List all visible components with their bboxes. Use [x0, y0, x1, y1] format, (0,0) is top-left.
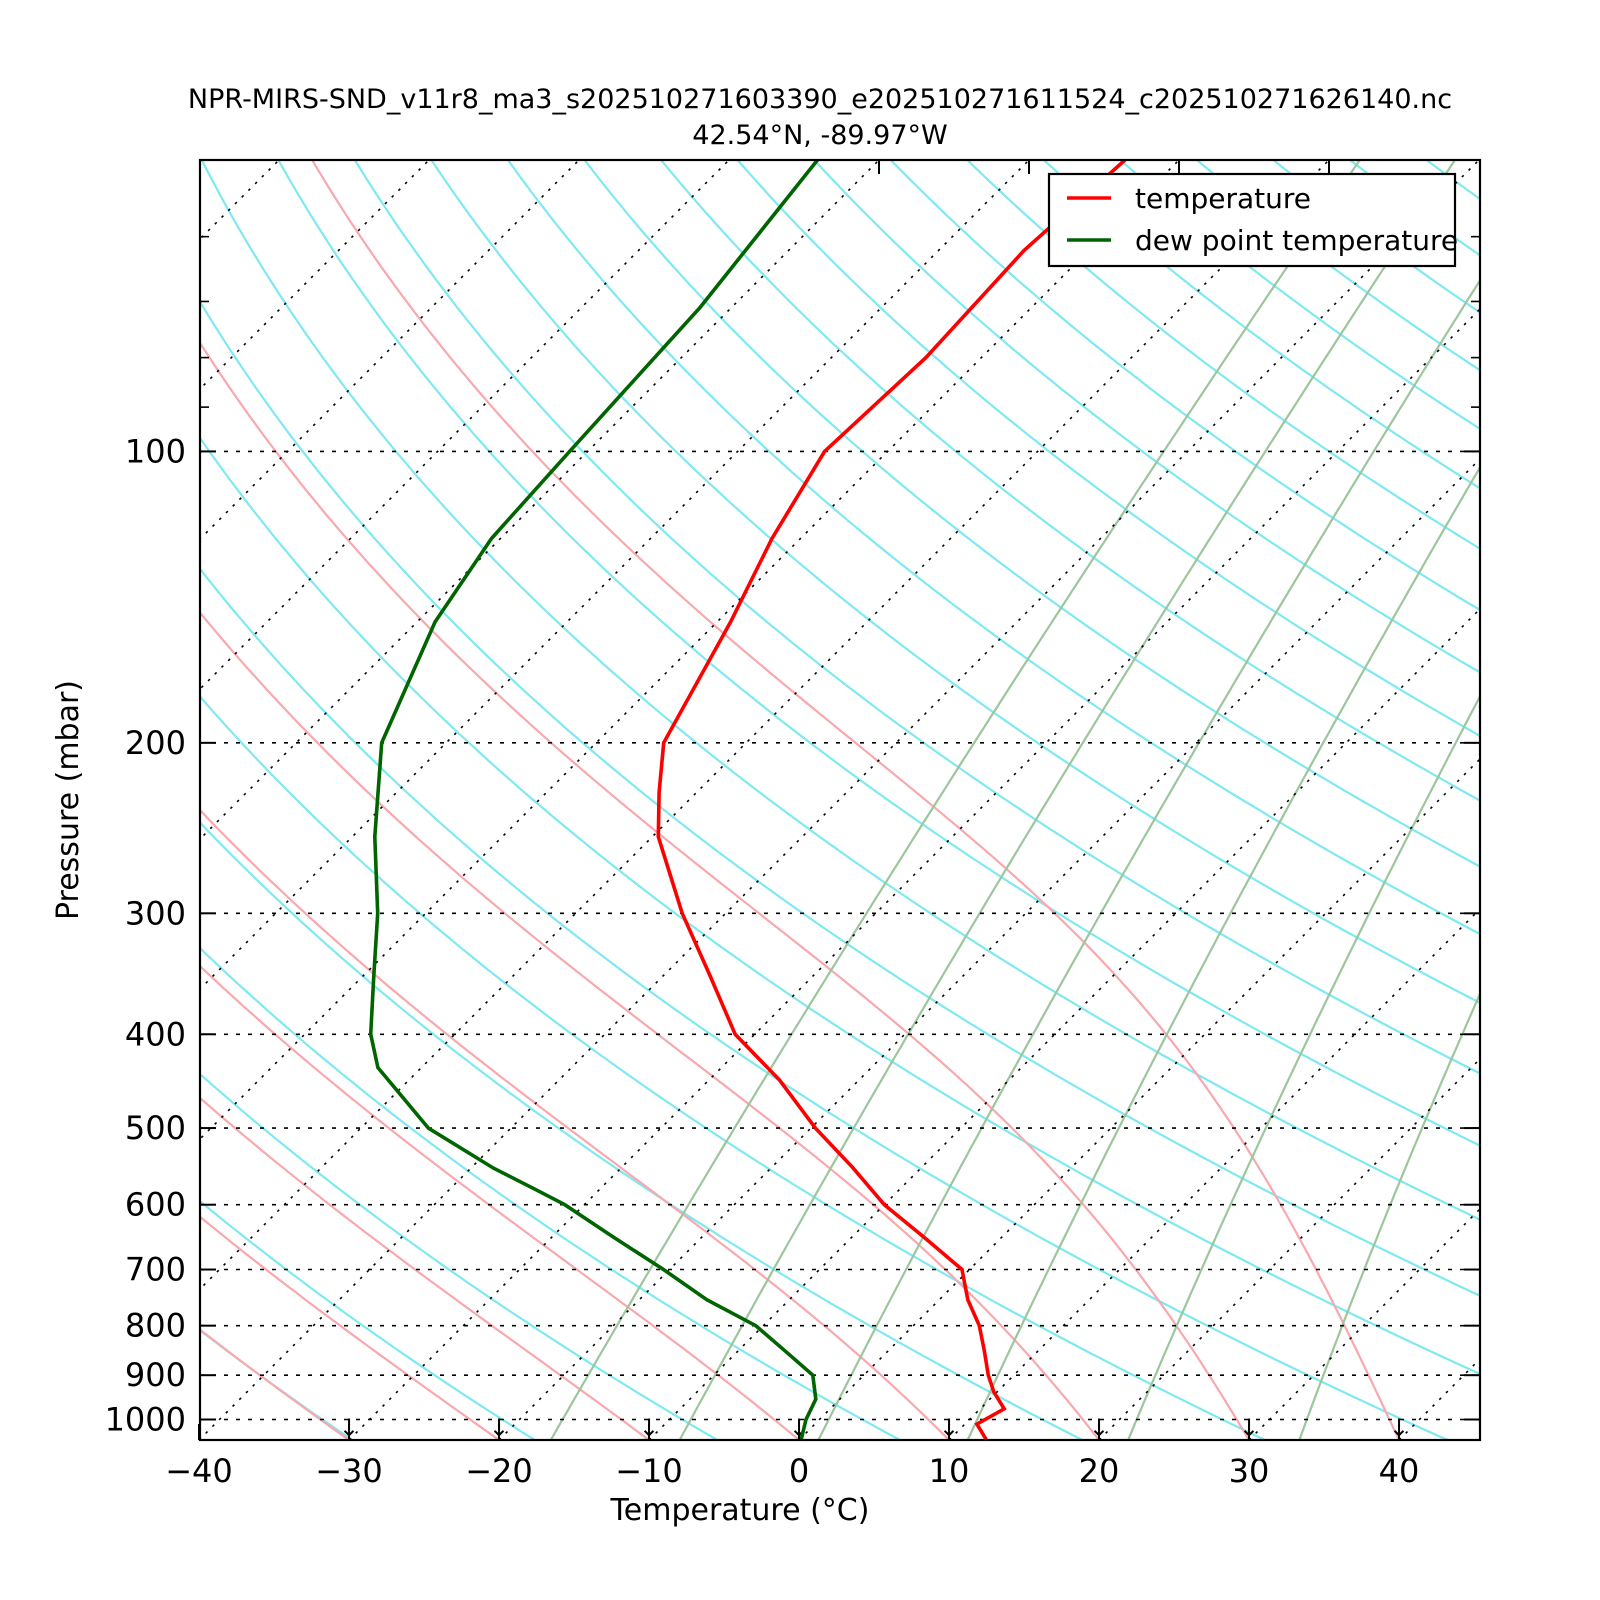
moist-adiabat-line [200, 1215, 500, 1440]
dry-adiabat-line [200, 1072, 718, 1440]
dry-adiabat-line [200, 946, 901, 1440]
x-tick-label: 40 [1379, 1452, 1420, 1490]
y-tick-label: 900 [125, 1356, 186, 1394]
y-tick-label: 300 [125, 894, 186, 932]
legend-box [1047, 172, 1457, 268]
isotherm-line [200, 160, 1030, 991]
isotherm-line [200, 160, 730, 691]
plot-area: ↓ ↓ ↓ ↓ ↓ ↓ ↓ ↓ [0, 160, 1480, 1440]
dry-adiabat-line [277, 160, 1480, 1147]
x-tick-label: −20 [465, 1452, 533, 1490]
dry-adiabat-line [736, 160, 1480, 738]
figure-subtitle: 42.54°N, -89.97°W [692, 120, 948, 151]
isotherm-line [1398, 1357, 1480, 1440]
y-tick-label: 400 [125, 1015, 186, 1053]
dry-adiabat-line [1119, 160, 1480, 431]
dry-adiabat-line [1349, 160, 1480, 257]
mixing-ratio-line [1298, 991, 1480, 1440]
dry-adiabat-line [1043, 160, 1480, 490]
mixing-ratio-line [817, 278, 1480, 1440]
legend-item-label: dew point temperature [1135, 224, 1458, 257]
x-tick-label: −40 [165, 1452, 233, 1490]
isotherm-line [200, 160, 880, 841]
y-tick-label: 1000 [105, 1400, 186, 1438]
isotherm-line [200, 160, 1330, 1291]
dewpoint-curve [368, 160, 819, 1440]
y-tick-label: 100 [125, 432, 186, 470]
dry-adiabat-line [966, 160, 1480, 550]
dry-adiabat-line [660, 160, 1480, 802]
dry-adiabat-line [1272, 160, 1480, 314]
x-tick-label: 10 [929, 1452, 970, 1490]
isotherm-line [1248, 1207, 1480, 1440]
dry-adiabat-line [353, 160, 1480, 1075]
moist-adiabat-line [0, 160, 49, 1440]
dry-adiabat-line [1196, 160, 1480, 372]
dry-adiabat-line [200, 694, 1266, 1440]
plot-frame [198, 158, 1482, 1442]
x-tick-label: −10 [615, 1452, 683, 1490]
dry-adiabat-line [200, 821, 1083, 1440]
dry-adiabat-line [583, 160, 1480, 868]
mixing-ratio-line [549, 160, 1361, 1440]
dry-adiabat-line [200, 436, 1480, 1376]
dry-adiabat-line [200, 567, 1448, 1440]
isotherm-line [1098, 1057, 1480, 1440]
moist-adiabat-line [200, 808, 950, 1440]
x-tick-label: 0 [789, 1452, 809, 1490]
y-tick-label: 600 [125, 1186, 186, 1224]
moist-adiabat-line [200, 1096, 650, 1440]
x-tick-label: 20 [1079, 1452, 1120, 1490]
moist-adiabat-line [200, 340, 1250, 1440]
y-tick-label: 800 [125, 1307, 186, 1345]
x-tick-label: −30 [315, 1452, 383, 1490]
moist-adiabat-line [311, 160, 1400, 1440]
moist-adiabat-line [0, 160, 199, 1440]
isotherm-line [200, 160, 1180, 1141]
dry-adiabat-line [507, 160, 1480, 936]
dry-adiabat-line [889, 160, 1480, 612]
isotherm-line [200, 160, 1480, 1440]
mixing-ratio-line [966, 465, 1480, 1440]
y-axis-label: Pressure (mbar) [51, 680, 86, 920]
dry-adiabat-line [813, 160, 1480, 674]
dry-adiabat-line [200, 1199, 536, 1440]
dry-adiabat-line [430, 160, 1480, 1005]
legend: temperature dew point temperature [1047, 172, 1458, 268]
y-tick-label: 700 [125, 1251, 186, 1289]
mixing-ratio-line [1127, 694, 1480, 1440]
mixing-ratio-line [678, 160, 1456, 1440]
dry-adiabat-line [200, 160, 1480, 1221]
isotherm-line [348, 307, 1480, 1440]
moist-adiabat-line [200, 964, 800, 1440]
figure-title: NPR-MIRS-SND_v11r8_ma3_s202510271603390_… [187, 84, 1453, 115]
dry-adiabat-line [200, 299, 1480, 1297]
legend-item-label: temperature [1135, 182, 1311, 215]
y-tick-label: 200 [125, 724, 186, 762]
x-tick-label: 30 [1229, 1452, 1270, 1490]
x-axis-label: Temperature (°C) [610, 1493, 870, 1528]
y-tick-label: 500 [125, 1109, 186, 1147]
temperature-curve [656, 160, 1127, 1440]
